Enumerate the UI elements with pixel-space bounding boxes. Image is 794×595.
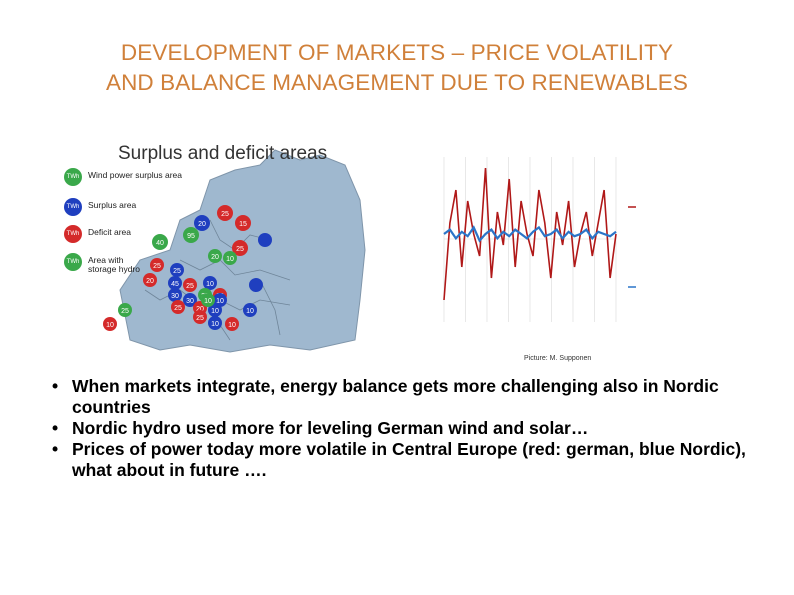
slide-title-line-2: AND BALANCE MANAGEMENT DUE TO RENEWABLES <box>105 70 689 95</box>
map-marker-label: 10 <box>106 322 114 329</box>
slide-title: DEVELOPMENT OF MARKETS – PRICE VOLATILIT… <box>0 38 794 98</box>
bullet-text: When markets integrate, energy balance g… <box>72 376 719 417</box>
map-markers: 25 15 20 95 40 25 20 10 25 25 20 10 30 2… <box>103 205 272 331</box>
map-marker-label: 20 <box>196 306 204 313</box>
bullet-text: Nordic hydro used more for leveling Germ… <box>72 418 589 438</box>
map-marker-label: 10 <box>211 308 219 315</box>
bullet-item: • Nordic hydro used more for leveling Ger… <box>52 418 772 439</box>
map-marker-label: 95 <box>187 233 195 240</box>
red-circle-icon: TWh <box>64 225 82 243</box>
map-marker-label: 25 <box>173 268 181 275</box>
map-marker-label: 10 <box>216 298 224 305</box>
nordic-price-series <box>443 225 617 243</box>
map-marker-label: 30 <box>186 298 194 305</box>
map-marker-label: 10 <box>204 298 212 305</box>
europe-map-image: 25 15 20 95 40 25 20 10 25 25 20 10 30 2… <box>60 140 370 355</box>
map-marker-label: 30 <box>171 293 179 300</box>
map-marker-label: 20 <box>146 278 154 285</box>
map-marker-label: 10 <box>246 308 254 315</box>
map-marker-label: 10 <box>226 256 234 263</box>
map-marker-label: 10 <box>206 281 214 288</box>
map-marker-label: 10 <box>228 322 236 329</box>
slide-title-line-1: DEVELOPMENT OF MARKETS – PRICE VOLATILIT… <box>120 40 674 65</box>
bullet-dot: • <box>52 439 59 459</box>
legend-label: Surplus area <box>88 200 137 210</box>
bullet-dot: • <box>52 418 59 438</box>
map-marker-label: 25 <box>121 308 129 315</box>
map-marker-label: 20 <box>211 254 219 261</box>
bullet-list: • When markets integrate, energy balance … <box>52 376 772 481</box>
bullet-dot: • <box>52 376 59 396</box>
blue-circle-icon: TWh <box>64 198 82 216</box>
picture-credit: Picture: M. Supponen <box>524 355 592 362</box>
map-marker-label: 20 <box>198 221 206 228</box>
legend-label: Area with storage hydro <box>88 255 140 274</box>
map-marker-label: 25 <box>186 283 194 290</box>
map-marker-label: 10 <box>211 321 219 328</box>
map-marker-label: 40 <box>156 240 164 247</box>
green-circle-icon: TWh <box>64 253 82 271</box>
price-line-chart <box>443 157 636 322</box>
bullet-item: • Prices of power today more volatile in … <box>52 439 772 481</box>
map-marker-label: 25 <box>196 315 204 322</box>
map-marker-label: 25 <box>236 246 244 253</box>
map-marker-label: 25 <box>153 263 161 270</box>
map-marker-label: 25 <box>174 305 182 312</box>
map-marker-label: 45 <box>171 281 179 288</box>
bullet-item: • When markets integrate, energy balance … <box>52 376 772 418</box>
map-heading: Surplus and deficit areas <box>118 143 328 164</box>
map-marker-label: 25 <box>221 211 229 218</box>
legend-label: Wind power surplus area <box>88 170 183 180</box>
green-circle-icon: TWh <box>64 168 82 186</box>
map-marker-label: 15 <box>239 221 247 228</box>
legend-label: Deficit area <box>88 227 131 237</box>
bullet-text: Prices of power today more volatile in C… <box>72 439 746 480</box>
